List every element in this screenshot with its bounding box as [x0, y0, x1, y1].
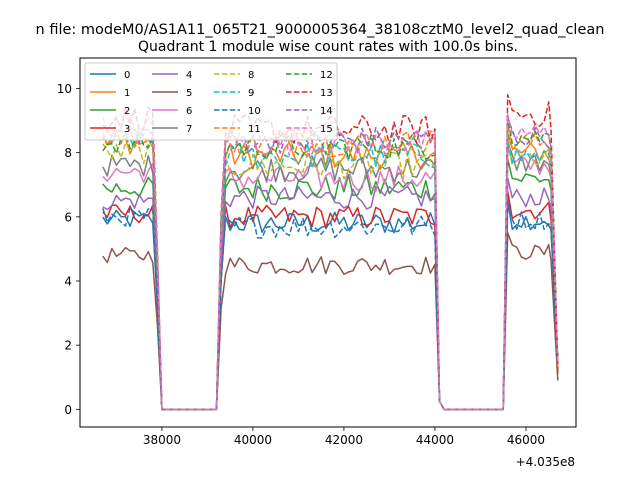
- series-line-15: [102, 113, 559, 411]
- series-line-1: [102, 132, 559, 411]
- series-line-10: [102, 200, 559, 411]
- series-line-8: [102, 139, 559, 411]
- y-tick-label: 8: [64, 146, 72, 160]
- legend-label-14: 14: [320, 106, 333, 117]
- legend-label-3: 3: [124, 124, 130, 135]
- x-tick-label: 44000: [416, 433, 454, 447]
- series-line-9: [102, 128, 559, 411]
- legend-label-9: 9: [248, 88, 254, 99]
- x-tick-label: 40000: [234, 433, 272, 447]
- series-line-6: [102, 145, 559, 411]
- y-tick-label: 10: [57, 82, 72, 96]
- y-tick-label: 2: [64, 339, 72, 353]
- series-lines: [102, 94, 559, 411]
- series-line-7: [102, 142, 559, 411]
- legend-label-5: 5: [186, 88, 192, 99]
- series-line-2: [102, 158, 559, 411]
- legend-label-11: 11: [248, 124, 261, 135]
- series-line-0: [102, 200, 559, 411]
- plot-area-frame: [79, 57, 577, 428]
- legend-label-7: 7: [186, 124, 192, 135]
- legend-label-2: 2: [124, 106, 130, 117]
- series-line-11: [102, 123, 559, 411]
- series-line-5: [102, 232, 559, 411]
- y-tick-label: 0: [64, 403, 72, 417]
- legend-box: [84, 62, 338, 141]
- x-tick-label: 38000: [143, 433, 181, 447]
- chart-title: Quadrant 1 module wise count rates with …: [138, 39, 518, 55]
- x-tick-label: 46000: [507, 433, 545, 447]
- y-axis: 0 2 4 6 8 10: [57, 82, 80, 417]
- legend-label-10: 10: [248, 106, 261, 117]
- figure-suptitle: n file: modeM0/AS1A11_065T21_9000005364_…: [36, 22, 605, 38]
- y-tick-label: 4: [64, 275, 72, 289]
- legend-label-12: 12: [320, 70, 333, 81]
- legend-label-8: 8: [248, 70, 254, 81]
- legend-label-13: 13: [320, 88, 333, 99]
- legend-label-0: 0: [124, 70, 130, 81]
- legend-label-4: 4: [186, 70, 192, 81]
- x-axis: 38000 40000 42000 44000 46000: [143, 427, 545, 447]
- legend-label-6: 6: [186, 106, 192, 117]
- x-tick-label: 42000: [325, 433, 363, 447]
- legend-label-15: 15: [320, 124, 333, 135]
- x-offset-label: +4.035e8: [516, 455, 575, 469]
- legend-label-1: 1: [124, 88, 130, 99]
- y-tick-label: 6: [64, 210, 72, 224]
